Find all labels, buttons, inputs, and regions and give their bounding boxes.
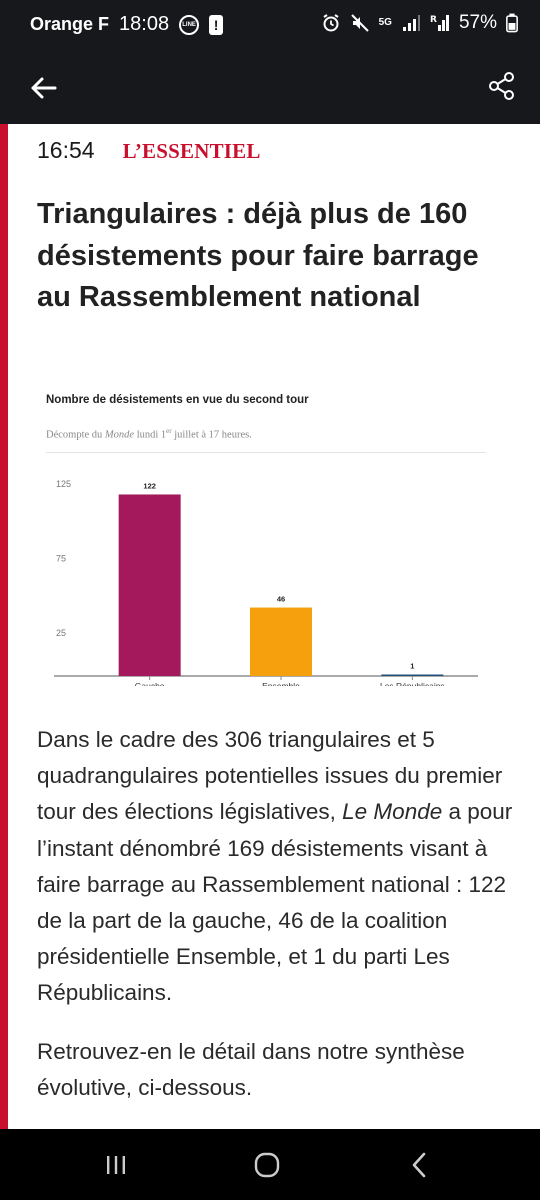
share-button[interactable]	[480, 64, 524, 108]
svg-text:R: R	[430, 15, 437, 25]
bar-chart: Nombre de désistements en vue du second …	[38, 386, 498, 686]
home-icon	[254, 1152, 280, 1178]
y-tick-label: 75	[56, 553, 66, 563]
alarm-icon	[323, 14, 339, 32]
y-tick-label: 25	[56, 628, 66, 638]
article-paragraph: Dans le cadre des 306 triangulaires et 5…	[37, 727, 513, 1006]
chart-plot: 25 75 125 122 Gauche 46 Ensemble 1 Les Républica…	[54, 479, 478, 686]
bar-value-label: 1	[410, 662, 414, 671]
back-button[interactable]	[22, 66, 66, 110]
clock: 18:08	[119, 13, 170, 35]
y-tick-label: 125	[56, 479, 71, 489]
arrow-left-icon	[31, 77, 57, 99]
recents-button[interactable]	[86, 1143, 146, 1187]
article-content: 16:54 L’ESSENTIEL Triangulaires : déjà p…	[0, 124, 540, 1129]
carrier-name: Orange F	[30, 14, 110, 34]
share-icon	[489, 72, 514, 100]
signal-roaming-icon: R	[430, 15, 449, 31]
recents-icon	[107, 1156, 125, 1174]
article-paragraph-link: Retrouvez-en le détail dans notre synthè…	[37, 1039, 465, 1101]
chart-subtitle: Décompte du Monde lundi 1er juillet à 17…	[46, 427, 252, 441]
entry-headline: Triangulaires : déjà plus de 160 désiste…	[37, 198, 479, 313]
bar	[250, 607, 312, 676]
x-tick-label: Ensemble	[262, 681, 300, 686]
entry-header: 16:54 L’ESSENTIEL	[37, 137, 261, 164]
status-bar: Orange F 18:08 LINE ! 5G R 57%	[0, 0, 540, 52]
system-nav-bar	[0, 1129, 540, 1200]
x-tick-label: Gauche	[135, 681, 165, 686]
battery-icon	[506, 13, 518, 33]
home-button[interactable]	[237, 1143, 297, 1187]
chart-title: Nombre de désistements en vue du second …	[46, 394, 309, 406]
bar	[118, 494, 181, 676]
bar-value-label: 122	[143, 481, 156, 490]
back-chevron-icon	[412, 1152, 426, 1178]
x-tick-label: Les Républicains	[380, 681, 445, 686]
mute-icon	[350, 14, 369, 32]
system-back-button[interactable]	[389, 1143, 449, 1187]
line-app-icon: LINE	[179, 14, 200, 35]
entry-tag: L’ESSENTIEL	[122, 139, 261, 163]
signal-icon	[402, 15, 420, 31]
bar-value-label: 46	[277, 595, 285, 604]
network-type: 5G	[378, 17, 392, 28]
battery-percent: 57%	[458, 12, 497, 33]
live-accent-rule	[0, 124, 8, 1129]
alert-notification-icon: !	[209, 14, 224, 35]
bar	[381, 674, 444, 676]
app-toolbar	[0, 52, 540, 124]
entry-time: 16:54	[37, 137, 95, 163]
chart-separator	[46, 452, 486, 453]
